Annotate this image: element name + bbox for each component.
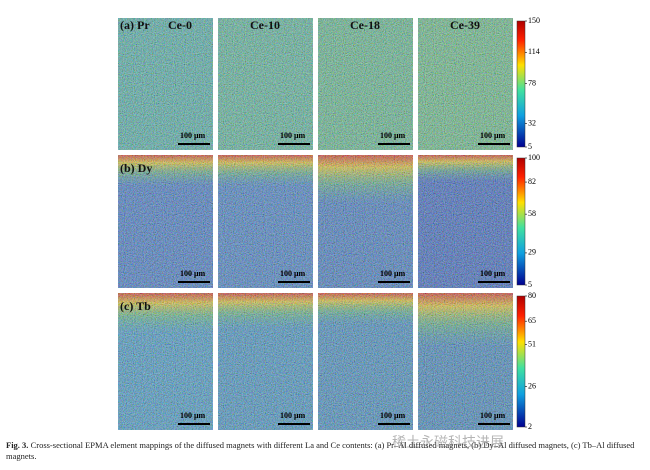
map-noise [118, 18, 213, 150]
scale-bar-label: 100 μm [280, 411, 306, 420]
map-noise [418, 293, 513, 430]
scale-bar-label: 100 μm [480, 131, 506, 140]
colorbar-tick-label: 58 [528, 209, 536, 218]
colorbar-tick-label: 65 [528, 316, 536, 325]
scale-bar-label: 100 μm [180, 269, 206, 278]
colorbar-tick-label: 150 [528, 16, 540, 25]
scale-bar-label: 100 μm [480, 411, 506, 420]
map-noise [318, 155, 413, 288]
caption: Fig. 3. Cross-sectional EPMA element map… [6, 440, 646, 462]
column-header: Ce-39 [450, 18, 480, 32]
colorbar-tick-label: 114 [528, 47, 540, 56]
scale-bar-label: 100 μm [480, 269, 506, 278]
watermark: 稀土永磁科技进展 [392, 435, 504, 451]
colorbar-tick-label: 100 [528, 153, 540, 162]
colorbar [516, 295, 526, 428]
scale-bar-label: 100 μm [280, 269, 306, 278]
map-noise [418, 18, 513, 150]
colorbar-tick-label: 82 [528, 177, 536, 186]
colorbar [516, 20, 526, 148]
map-noise [118, 155, 213, 288]
colorbar-tick-label: 26 [528, 382, 536, 391]
map-noise [318, 18, 413, 150]
colorbar-tick-label: 51 [528, 340, 536, 349]
column-header: Ce-0 [168, 18, 192, 32]
colorbar-tick-label: 78 [528, 78, 536, 87]
map-noise [218, 293, 313, 430]
scale-bar-label: 100 μm [180, 411, 206, 420]
scale-bar-label: 100 μm [280, 131, 306, 140]
colorbar [516, 157, 526, 286]
scale-bar-label: 100 μm [380, 411, 406, 420]
colorbar-tick-label: 5 [528, 280, 532, 289]
colorbar-tick-label: 32 [528, 118, 536, 127]
row-label: (a) Pr [120, 18, 150, 32]
row-label: (c) Tb [120, 299, 151, 313]
caption-text: Cross-sectional EPMA element mappings of… [6, 440, 635, 461]
figure: 100 μm Ce-0 100 μm Ce-10 100 μm Ce-18 100 μm Ce… [118, 16, 540, 431]
map-noise [218, 18, 313, 150]
scale-bar-label: 100 μm [180, 131, 206, 140]
column-header: Ce-10 [250, 18, 280, 32]
colorbar-tick-label: 29 [528, 248, 536, 257]
map-noise [318, 293, 413, 430]
map-noise [418, 155, 513, 288]
colorbar-tick-label: 5 [528, 142, 532, 151]
map-noise [118, 293, 213, 430]
scale-bar-label: 100 μm [380, 269, 406, 278]
row-label: (b) Dy [120, 161, 152, 175]
scale-bar-label: 100 μm [380, 131, 406, 140]
colorbar-tick-label: 2 [528, 422, 532, 431]
map-noise [218, 155, 313, 288]
caption-label: Fig. 3. [6, 440, 29, 450]
colorbar-tick-label: 80 [528, 291, 536, 300]
column-header: Ce-18 [350, 18, 380, 32]
